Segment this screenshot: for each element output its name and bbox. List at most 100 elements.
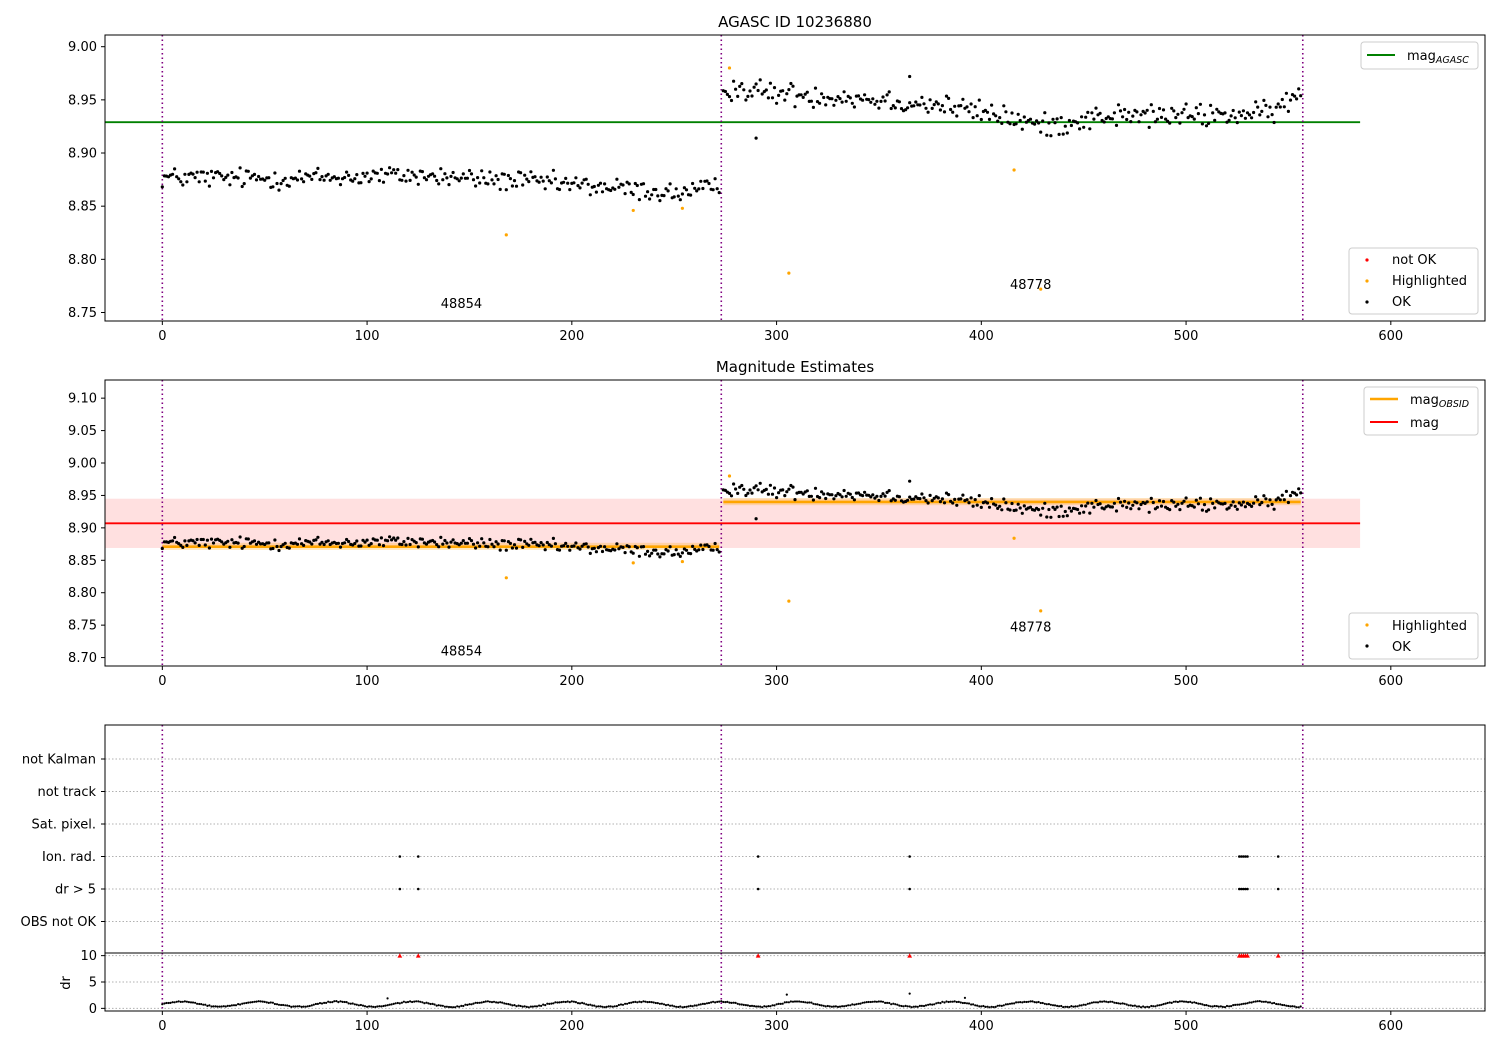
panel-dr-point <box>703 1002 707 1006</box>
panel-agasc-ok-point <box>377 179 381 183</box>
panel-dr-point <box>409 1000 412 1003</box>
panel-agasc-ok-point <box>557 187 562 192</box>
panel-magnitude-estimates-ok-point <box>699 543 703 547</box>
panel-dr-point <box>955 1000 958 1004</box>
panel-agasc-ok-point <box>197 180 201 184</box>
panel-magnitude-estimates-ok-point <box>772 486 777 490</box>
panel-agasc-ok-point <box>1114 123 1119 127</box>
panel-dr-point <box>544 1004 547 1007</box>
panel-dr-point <box>333 1000 336 1003</box>
panel-flags-flag-point <box>1238 887 1241 891</box>
panel-agasc-ok-point <box>766 96 771 100</box>
panel-agasc-highlighted-point <box>1039 287 1043 291</box>
panel-dr-point <box>828 1005 831 1008</box>
panel-agasc-ok-point <box>1262 98 1266 102</box>
panel-dr-point <box>742 1003 745 1007</box>
panel-agasc-ok-point <box>443 172 447 176</box>
panel-agasc-axes: 0 100 200 300 400 500 6008.758.808.858.908.959… <box>68 40 1403 344</box>
panel-dr-point <box>634 1000 637 1004</box>
panel-magnitude-estimates-ok-point <box>1057 514 1061 519</box>
panel-dr-point <box>515 1005 518 1008</box>
panel-dr-point <box>1135 1005 1138 1008</box>
panel-dr-point <box>787 1001 791 1004</box>
panel-agasc-ok-point <box>664 187 668 191</box>
panel-dr-point <box>501 1001 504 1004</box>
panel-agasc-ok-point <box>1010 111 1014 115</box>
panel-agasc-ok-point <box>588 193 592 197</box>
panel-agasc-ok-point <box>715 187 719 191</box>
panel-magnitude-estimates-ok-point <box>998 504 1002 508</box>
panel-dr-point <box>826 1004 829 1008</box>
panel-dr-point <box>214 1005 217 1008</box>
panel-magnitude-estimates-ok-point <box>320 540 324 544</box>
panel-dr-point <box>1236 1003 1239 1006</box>
panel-dr-point <box>881 1000 885 1003</box>
panel-agasc-ok-point <box>1233 116 1237 120</box>
panel-magnitude-estimates-obsid-label: 48854 <box>441 645 482 660</box>
panel-dr-point <box>161 1003 164 1006</box>
panel-dr-clipped-marker <box>755 953 761 958</box>
panel-dr-point <box>871 1000 874 1003</box>
panel-magnitude-estimates-legend-lower: Highlighted OK <box>1348 612 1479 660</box>
panel-magnitude-estimates-ok-point <box>871 493 875 497</box>
panel-magnitude-estimates-ok-point <box>1268 498 1272 502</box>
panel-magnitude-estimates-frame <box>104 379 1486 667</box>
panel-agasc-ok-point <box>185 180 189 184</box>
panel-dr-point <box>996 1004 999 1007</box>
panel-flags-flag-point <box>1244 855 1247 858</box>
panel-dr-point <box>607 1005 610 1008</box>
panel-agasc-ok-point <box>801 95 805 99</box>
panel-dr-point <box>1260 1000 1263 1003</box>
panel-magnitude-estimates-ok-point <box>969 496 973 500</box>
panel-magnitude-estimates-ok-point <box>220 540 224 544</box>
panel-agasc-ok-point <box>832 103 836 107</box>
panel-dr-point <box>1195 1001 1198 1005</box>
panel-dr-point <box>976 1004 979 1007</box>
panel-dr-point <box>912 1005 915 1008</box>
panel-dr-point <box>566 1000 569 1003</box>
panel-dr-point <box>1170 1001 1173 1005</box>
panel-dr-point <box>1199 1002 1202 1005</box>
panel-dr-point <box>1099 1000 1102 1003</box>
panel-magnitude-estimates-ok-point <box>236 541 240 545</box>
panel-flags-category-label: not track <box>37 785 96 800</box>
panel-dr-point <box>716 1000 719 1004</box>
panel-dr-point <box>288 1004 291 1008</box>
panel-agasc-ok-point <box>629 190 633 194</box>
panel-dr-ytick-label: 5 <box>89 976 97 991</box>
panel-dr-point <box>789 1000 793 1003</box>
panel-magnitude-estimates-ok-point <box>568 548 572 552</box>
panel-agasc-ok-point <box>637 198 642 202</box>
panel-magnitude-estimates-ok-point <box>594 550 599 554</box>
panel-magnitude-estimates-ok-point <box>775 496 779 500</box>
panel-dr-point <box>298 1005 301 1008</box>
panel-magnitude-estimates-ok-point <box>631 551 635 555</box>
panel-agasc-ok-point <box>1241 109 1245 113</box>
panel-dr-point <box>933 1003 936 1006</box>
panel-magnitude-estimates-ok-point <box>461 539 465 543</box>
panel-dr-point <box>898 1004 901 1007</box>
panel-dr-point <box>169 1001 172 1005</box>
panel-magnitude-estimates-ok-point <box>267 541 271 545</box>
panel-magnitude-estimates-ytick-label: 8.95 <box>68 489 97 504</box>
panel-magnitude-estimates-ok-point <box>822 492 826 496</box>
panel-dr-point <box>390 1003 393 1006</box>
panel-agasc-ok-point <box>1211 111 1215 115</box>
panel-magnitude-estimates-ok-point <box>537 544 541 548</box>
panel-magnitude-estimates-ok-point <box>584 542 588 546</box>
panel-agasc-ok-point <box>1207 121 1211 125</box>
panel-agasc-ok-point <box>723 89 728 94</box>
panel-agasc-ok-point <box>613 187 617 191</box>
panel-magnitude-estimates-ok-point <box>840 495 844 499</box>
panel-dr-point <box>570 1000 573 1003</box>
panel-dr-point <box>1101 1000 1104 1003</box>
panel-agasc-ok-point <box>742 88 746 92</box>
panel-agasc-ok-point <box>1284 91 1288 95</box>
panel-dr-point <box>394 1002 397 1005</box>
panel-dr-point <box>198 1002 201 1006</box>
panel-agasc-ok-point <box>1082 125 1086 129</box>
panel-magnitude-estimates-ok-point <box>191 539 195 543</box>
panel-magnitude-estimates-ok-point <box>471 542 476 546</box>
panel-magnitude-estimates-ok-point <box>650 551 654 555</box>
panel-dr-point <box>1133 1004 1136 1007</box>
